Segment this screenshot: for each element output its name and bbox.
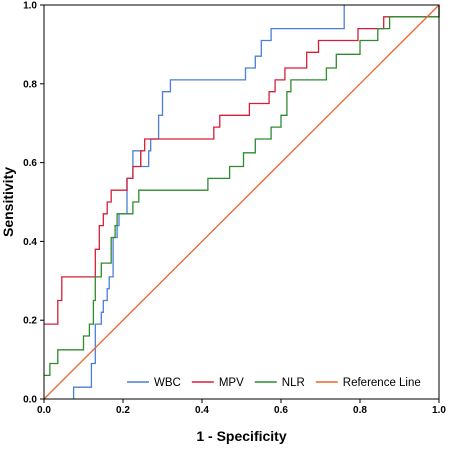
series-line-mpv: [44, 5, 440, 325]
y-tick-label: 1.0: [23, 1, 37, 12]
legend-label-mpv: MPV: [219, 377, 244, 389]
x-tick-label: 0.4: [195, 405, 209, 416]
axes: 0.0 0.2 0.4 0.6 0.8 1.0 0.0 0.2 0.4 0.6 0.8 1.0: [23, 1, 446, 417]
y-axis-title: Sensitivity: [0, 167, 16, 237]
x-tick-label: 0.6: [274, 405, 288, 416]
series-line-nlr: [44, 5, 440, 377]
series-lines: [43, 4, 440, 400]
y-tick-label: 0.8: [23, 79, 37, 90]
legend-label-reference-line: Reference Line: [343, 377, 421, 389]
plot-frame: [43, 4, 440, 400]
y-tick-label: 0.0: [23, 395, 37, 406]
legend: WBC MPV NLR Reference Line: [127, 377, 421, 389]
x-tick-label: 0.2: [116, 405, 130, 416]
series-line-wbc: [72, 5, 345, 399]
legend-label-wbc: WBC: [154, 377, 181, 389]
series-line-reference-line: [43, 4, 440, 400]
x-tick-label: 1.0: [432, 405, 446, 416]
y-tick-label: 0.6: [23, 158, 37, 169]
legend-label-nlr: NLR: [282, 377, 305, 389]
y-tick-label: 0.2: [23, 316, 37, 327]
x-tick-label: 0.8: [353, 405, 367, 416]
x-tick-label: 0.0: [37, 405, 51, 416]
x-axis-title: 1 - Specificity: [196, 428, 286, 444]
y-tick-label: 0.4: [23, 237, 37, 248]
